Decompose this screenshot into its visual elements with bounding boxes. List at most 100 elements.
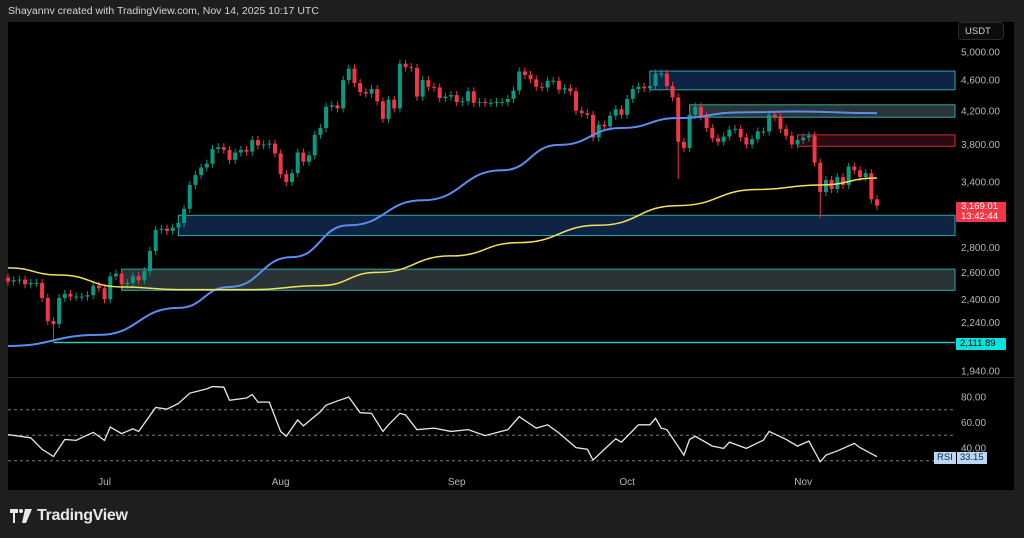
candle-body[interactable] (466, 91, 471, 102)
candle-body[interactable] (477, 102, 482, 104)
candle-body[interactable] (187, 184, 192, 209)
candle-body[interactable] (278, 153, 283, 175)
candle-body[interactable] (772, 114, 777, 118)
candle-body[interactable] (647, 86, 652, 89)
candle-body[interactable] (221, 147, 226, 150)
chart-panel[interactable] (8, 22, 1014, 490)
candle-body[interactable] (823, 179, 828, 193)
candle-body[interactable] (176, 223, 181, 228)
candle-body[interactable] (352, 68, 357, 84)
candle-body[interactable] (324, 106, 329, 129)
candle-body[interactable] (142, 271, 147, 281)
candle-body[interactable] (193, 175, 198, 185)
candle-body[interactable] (636, 86, 641, 90)
candle-body[interactable] (869, 173, 874, 200)
candle-body[interactable] (148, 251, 152, 272)
candle-body[interactable] (505, 98, 510, 103)
candle-body[interactable] (386, 99, 391, 119)
candle-body[interactable] (130, 276, 135, 283)
candle-body[interactable] (250, 140, 255, 152)
candle-body[interactable] (602, 124, 607, 127)
candle-body[interactable] (403, 63, 408, 68)
candle-body[interactable] (363, 92, 368, 94)
candle-body[interactable] (312, 134, 317, 156)
candle-body[interactable] (818, 162, 823, 193)
candle-body[interactable] (556, 80, 561, 90)
candle-body[interactable] (216, 147, 221, 149)
candle-body[interactable] (267, 143, 272, 145)
candle-body[interactable] (494, 102, 499, 104)
candle-body[interactable] (795, 140, 800, 145)
candle-body[interactable] (397, 63, 402, 109)
candle-body[interactable] (488, 102, 493, 104)
candle-body[interactable] (534, 79, 539, 87)
candle-body[interactable] (119, 273, 124, 285)
candle-body[interactable] (79, 296, 84, 298)
candle-body[interactable] (784, 128, 789, 136)
candle-body[interactable] (704, 116, 709, 129)
candle-body[interactable] (568, 88, 573, 92)
candle-body[interactable] (574, 91, 578, 111)
candle-body[interactable] (40, 282, 45, 298)
candle-body[interactable] (522, 71, 527, 76)
candle-body[interactable] (755, 131, 760, 140)
candle-body[interactable] (630, 89, 635, 99)
candle-body[interactable] (625, 98, 630, 115)
candle-body[interactable] (483, 102, 488, 104)
candle-body[interactable] (801, 137, 806, 141)
candle-body[interactable] (238, 149, 243, 153)
candle-body[interactable] (613, 109, 618, 116)
candle-body[interactable] (199, 167, 204, 176)
candle-body[interactable] (528, 75, 533, 80)
candle-body[interactable] (34, 282, 39, 284)
candle-body[interactable] (608, 115, 613, 127)
candle-body[interactable] (85, 295, 90, 297)
candle-body[interactable] (165, 228, 170, 231)
candle-body[interactable] (579, 110, 584, 114)
candle-body[interactable] (426, 80, 431, 87)
candle-body[interactable] (290, 173, 294, 182)
candle-body[interactable] (51, 321, 56, 325)
candle-body[interactable] (471, 91, 476, 103)
blue-zone[interactable] (649, 70, 956, 91)
candle-body[interactable] (551, 80, 556, 82)
candle-body[interactable] (307, 155, 312, 162)
candle-body[interactable] (846, 166, 851, 185)
candle-body[interactable] (170, 227, 175, 231)
candle-body[interactable] (721, 136, 726, 142)
blue-zone[interactable] (177, 214, 956, 237)
candle-body[interactable] (409, 67, 414, 69)
candle-body[interactable] (727, 129, 732, 137)
candle-body[interactable] (255, 140, 260, 146)
candle-body[interactable] (358, 83, 363, 93)
candle-body[interactable] (11, 280, 16, 282)
candle-body[interactable] (414, 67, 419, 97)
candle-body[interactable] (687, 114, 692, 149)
candle-body[interactable] (335, 105, 340, 109)
candle-body[interactable] (136, 276, 141, 281)
candle-body[interactable] (341, 80, 346, 109)
candle-body[interactable] (806, 135, 811, 138)
candle-body[interactable] (28, 282, 33, 285)
candle-body[interactable] (500, 102, 505, 104)
candle-body[interactable] (318, 128, 323, 135)
candle-body[interactable] (789, 135, 794, 145)
candle-body[interactable] (68, 293, 73, 297)
candle-body[interactable] (744, 137, 749, 145)
candle-body[interactable] (863, 173, 868, 178)
candle-body[interactable] (91, 285, 96, 296)
candle-body[interactable] (858, 170, 862, 178)
candle-body[interactable] (329, 105, 334, 107)
ma-fast-line[interactable] (7, 110, 878, 347)
candle-body[interactable] (210, 148, 215, 164)
red-zone[interactable] (797, 134, 956, 147)
tradingview-logo[interactable]: TradingView (10, 507, 128, 525)
candle-body[interactable] (375, 89, 380, 102)
candle-body[interactable] (716, 138, 720, 142)
candle-body[interactable] (750, 139, 755, 145)
candle-body[interactable] (102, 288, 107, 300)
candle-body[interactable] (812, 135, 817, 163)
candle-body[interactable] (443, 96, 448, 99)
candle-body[interactable] (670, 86, 675, 98)
candle-body[interactable] (875, 199, 880, 206)
